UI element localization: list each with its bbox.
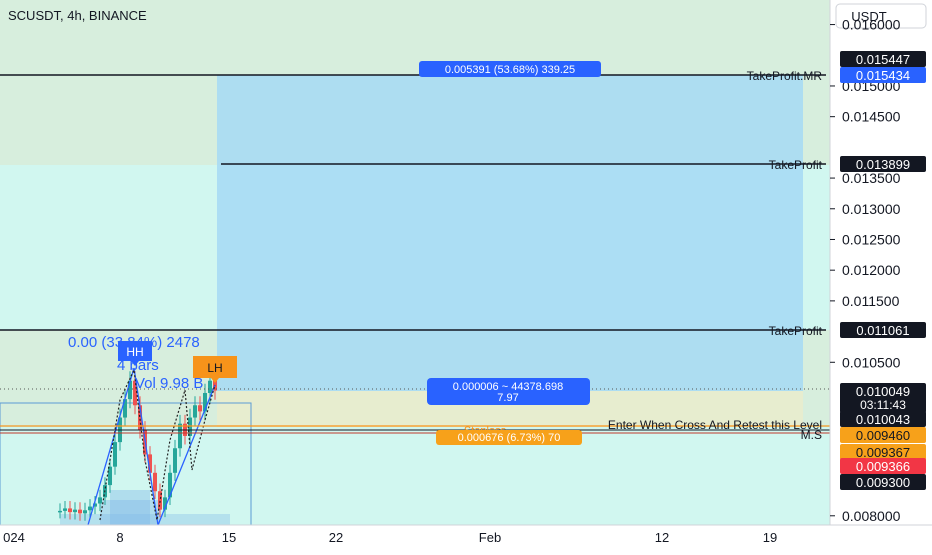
target-measure: 0.005391 (53.68%) 339.25 (445, 64, 575, 76)
mid-measure-line2: 7.97 (497, 392, 518, 404)
time-axis[interactable] (0, 525, 932, 550)
candle-body (138, 405, 142, 430)
candle-body (153, 472, 157, 492)
mid-measure-line1: 0.000006 ~ 44378.698 (453, 381, 563, 393)
candle-body (178, 423, 182, 449)
candle-body (98, 497, 102, 504)
x-tick-label: 22 (329, 530, 343, 545)
candle-body (198, 405, 202, 412)
candle-body (203, 392, 207, 412)
price-label: 0.015447 (856, 52, 910, 67)
chart-title: SCUSDT, 4h, BINANCE (8, 8, 147, 23)
x-tick-label: 12 (655, 530, 669, 545)
x-tick-label: 8 (116, 530, 123, 545)
x-tick-labels: 024 8 15 22 Feb 12 19 (3, 530, 777, 545)
price-label-box (840, 444, 926, 460)
mid-measure-box (427, 378, 590, 405)
candle-body (133, 380, 137, 406)
candle-body (88, 506, 92, 511)
stoploss-measure-box (436, 430, 582, 445)
bars-stats: 4 bars (117, 357, 159, 374)
price-label-box (840, 383, 926, 413)
price-label: 0.009460 (856, 428, 910, 443)
x-tick-label: 19 (763, 530, 777, 545)
price-label-countdown: 03:11:43 (860, 398, 906, 412)
candle-body (208, 380, 212, 393)
y-tick-label: 0.010500 (842, 354, 901, 370)
price-label-box (840, 411, 926, 427)
candle-body (128, 380, 132, 400)
candle-body (113, 442, 117, 467)
candle-body (93, 503, 97, 507)
hh-label: HH (126, 345, 143, 359)
candle-body (68, 508, 72, 513)
volume-bars (60, 490, 230, 525)
price-label-box (840, 322, 926, 338)
price-label-box (840, 427, 926, 443)
label-takeprofit-mr: TakeProfit.MR (747, 69, 823, 83)
price-label: 0.011061 (856, 323, 909, 338)
candle-body (158, 491, 162, 510)
y-tick-labels: 0.0160000.0150000.0145000.0135000.013000… (830, 17, 901, 524)
candle-body (123, 399, 127, 418)
x-tick-label: 024 (3, 530, 25, 545)
candle-body (168, 472, 172, 498)
label-ms: M.S (801, 428, 822, 442)
target-measure-box (419, 61, 601, 77)
y-tick-label: 0.008000 (842, 508, 901, 524)
price-label: 0.010049 (856, 384, 910, 399)
price-label: 0.009366 (856, 459, 910, 474)
price-label-box (840, 458, 926, 474)
stoploss-measure: 0.000676 (6.73%) 70 (458, 432, 561, 444)
pattern-lines (87, 367, 216, 526)
candle-body (78, 509, 82, 514)
candle-body (63, 508, 67, 511)
candle-body (163, 497, 167, 510)
x-tick-label: 15 (222, 530, 236, 545)
candle-body (83, 510, 87, 514)
candle-body (193, 405, 197, 418)
price-label-box (840, 474, 926, 490)
y-tick-label: 0.011500 (842, 293, 900, 309)
price-label: 0.015434 (856, 68, 910, 83)
y-tick-label: 0.016000 (842, 17, 901, 33)
y-tick-label: 0.014500 (842, 109, 901, 125)
candle-body (108, 466, 112, 486)
price-label: 0.009300 (856, 475, 910, 490)
candle-body (188, 417, 192, 436)
hh-marker: HH (118, 341, 152, 366)
price-label-box (840, 51, 926, 67)
price-label: 0.010043 (856, 412, 910, 427)
x-tick-label: Feb (479, 530, 501, 545)
price-label-box (840, 156, 926, 172)
currency-button[interactable]: USDT (835, 3, 927, 29)
svg-text:USDT: USDT (851, 9, 886, 24)
candle-body (58, 510, 62, 513)
y-tick-label: 0.013500 (842, 170, 901, 186)
y-tick-label: 0.013000 (842, 201, 901, 217)
lh-marker: LH (193, 356, 237, 383)
zone-bottom-mint (0, 425, 830, 525)
vol-stats: Vol 9.98 B (135, 375, 203, 392)
price-label-box (840, 67, 926, 83)
y-tick-label: 0.012000 (842, 262, 901, 278)
candle-body (73, 509, 77, 513)
label-takeprofit-2: TakeProfit (769, 158, 823, 172)
target-box[interactable] (217, 75, 803, 391)
label-entry: Enter When Cross And Retest this Level (608, 418, 822, 432)
y-tick-label: 0.012500 (842, 231, 901, 247)
candle-body (148, 454, 152, 473)
price-label: 0.009367 (856, 445, 910, 460)
label-takeprofit-1: TakeProfit (769, 324, 823, 338)
lh-label: LH (207, 361, 222, 375)
price-label: 0.013899 (856, 157, 910, 172)
candle-body (173, 448, 177, 473)
